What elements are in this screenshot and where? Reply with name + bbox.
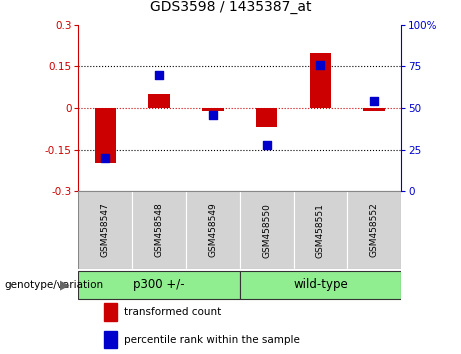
Text: GSM458552: GSM458552 — [370, 203, 378, 257]
Bar — [104, 303, 117, 321]
Bar — [202, 108, 224, 111]
Text: transformed count: transformed count — [124, 307, 221, 317]
Text: wild-type: wild-type — [293, 279, 348, 291]
Text: GSM458548: GSM458548 — [154, 203, 164, 257]
Point — [101, 155, 109, 161]
Point — [155, 72, 163, 78]
Bar — [310, 52, 331, 108]
Text: ▶: ▶ — [59, 279, 69, 291]
Bar — [186, 191, 240, 269]
Text: genotype/variation: genotype/variation — [5, 280, 104, 290]
Bar — [95, 108, 116, 164]
Text: GDS3598 / 1435387_at: GDS3598 / 1435387_at — [150, 0, 311, 14]
Text: GSM458551: GSM458551 — [316, 202, 325, 258]
Text: percentile rank within the sample: percentile rank within the sample — [124, 335, 300, 344]
Bar — [347, 191, 401, 269]
Bar — [294, 191, 347, 269]
Point — [317, 62, 324, 68]
Bar — [132, 191, 186, 269]
Bar — [256, 108, 278, 127]
Bar — [78, 191, 401, 269]
Point — [371, 98, 378, 104]
Point — [209, 112, 217, 118]
Text: GSM458550: GSM458550 — [262, 202, 271, 258]
Bar — [363, 108, 385, 111]
Bar — [78, 270, 240, 299]
Text: p300 +/-: p300 +/- — [133, 279, 185, 291]
Bar — [148, 94, 170, 108]
Bar — [240, 270, 401, 299]
Text: GSM458549: GSM458549 — [208, 203, 217, 257]
Point — [263, 142, 270, 147]
Bar — [240, 191, 294, 269]
Bar — [78, 191, 132, 269]
Bar — [104, 331, 117, 348]
Text: GSM458547: GSM458547 — [101, 203, 110, 257]
